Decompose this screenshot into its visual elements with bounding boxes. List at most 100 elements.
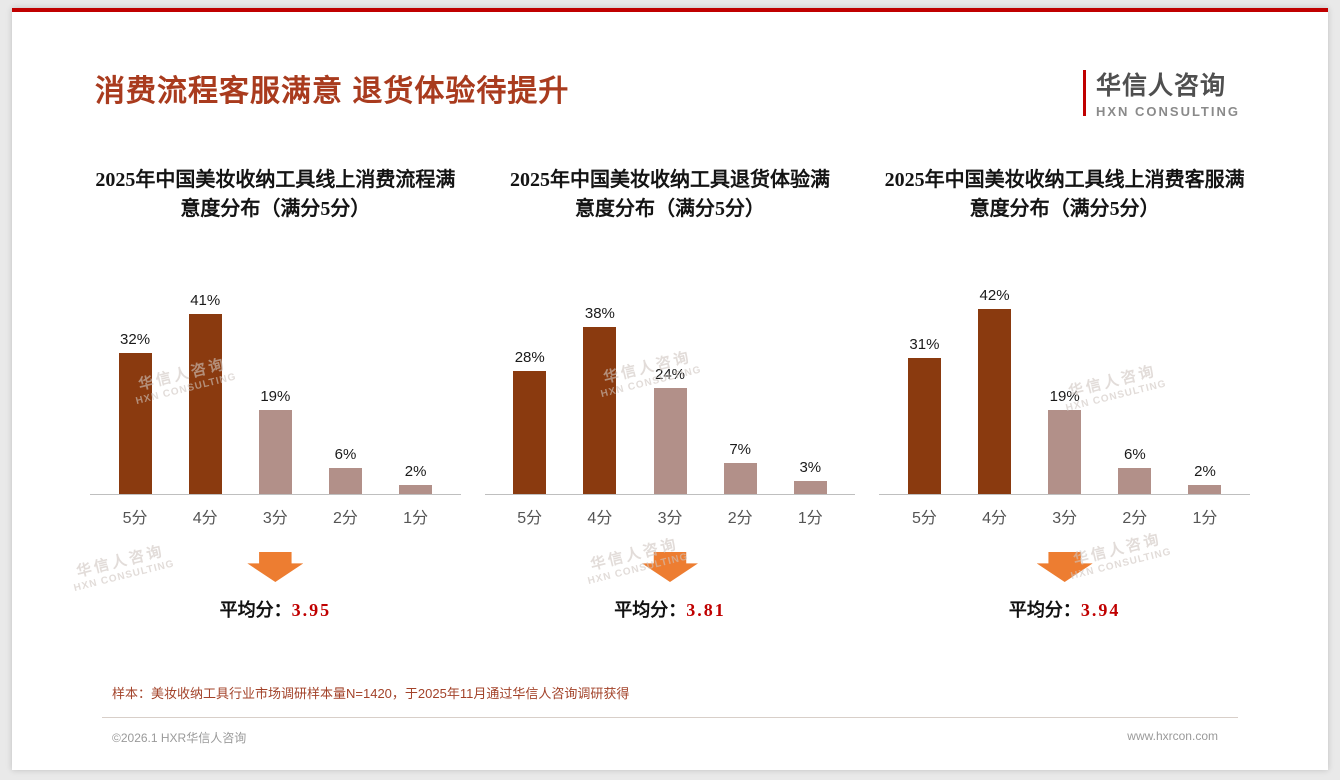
- average-value: 3.81: [686, 600, 726, 620]
- bar-group: 24%: [635, 366, 705, 494]
- copyright: ©2026.1 HXR华信人咨询: [112, 731, 247, 745]
- logo-subtitle: HXN CONSULTING: [1095, 104, 1240, 119]
- bar-group: 32%: [100, 331, 170, 494]
- x-axis-line: [90, 494, 461, 495]
- website: www.hxrcon.com: [1127, 729, 1218, 743]
- footer: ©2026.1 HXR华信人咨询 www.hxrcon.com: [112, 729, 1218, 746]
- category-label: 5分: [911, 510, 937, 527]
- slide: 消费流程客服满意 退货体验待提升 华信人咨询 HXN CONSULTING 20…: [12, 8, 1328, 770]
- plot: 31% 42% 19% 6% 2%: [879, 256, 1250, 494]
- bar-value-label: 24%: [655, 366, 686, 384]
- bar-group: 6%: [310, 446, 380, 494]
- chart-title: 2025年中国美妆收纳工具线上消费客服满意度分布（满分5分）: [884, 169, 1245, 220]
- categories: 5分 4分 3分 2分 1分: [90, 504, 461, 528]
- average-value: 3.94: [1080, 600, 1121, 620]
- average-score: 平均分：3.95: [220, 596, 332, 622]
- logo-accent-bar: [1082, 69, 1086, 116]
- bar-group: 19%: [240, 388, 310, 494]
- chart-customer-service: 2025年中国美妆收纳工具线上消费客服满意度分布（满分5分） 31% 42% 19%…: [879, 166, 1251, 622]
- bar-group: 41%: [170, 292, 240, 494]
- bar-value-label: 7%: [729, 441, 751, 459]
- down-arrow-icon: [1036, 552, 1093, 582]
- plot: 28% 38% 24% 7% 3%: [485, 256, 856, 494]
- bar-value-label: 19%: [1049, 388, 1080, 406]
- average-value: 3.95: [291, 600, 332, 620]
- average-label: 平均分：: [219, 600, 292, 620]
- down-arrow-icon: [642, 552, 698, 582]
- logo: 华信人咨询 HXN CONSULTING: [1082, 66, 1240, 119]
- bar: [653, 388, 687, 494]
- category-label: 2分: [1122, 510, 1148, 527]
- bar: [399, 485, 433, 494]
- x-axis-line: [879, 494, 1251, 495]
- bar: [1048, 410, 1082, 494]
- bar: [258, 410, 292, 494]
- category-label: 5分: [517, 510, 543, 527]
- bar: [188, 313, 222, 494]
- bar: [723, 463, 757, 494]
- bar: [118, 353, 152, 494]
- average-score: 平均分：3.81: [614, 596, 726, 622]
- bar-value-label: 19%: [260, 388, 291, 406]
- chart-return-experience: 2025年中国美妆收纳工具退货体验满意度分布（满分5分） 28% 38% 24% 7%…: [484, 166, 856, 622]
- bar-group: 2%: [1170, 463, 1240, 494]
- category-label: 1分: [797, 510, 823, 527]
- bar: [1188, 485, 1222, 494]
- bar-group: 7%: [705, 441, 775, 494]
- bar-group: 42%: [959, 287, 1029, 494]
- logo-text: 华信人咨询 HXN CONSULTING: [1096, 66, 1240, 119]
- bar: [907, 357, 941, 494]
- average-score: 平均分：3.94: [1009, 596, 1121, 622]
- category-label: 3分: [657, 510, 683, 527]
- category-label: 4分: [192, 510, 218, 527]
- bar-value-label: 2%: [404, 463, 427, 481]
- bar-group: 3%: [775, 459, 845, 494]
- bar-value-label: 31%: [909, 335, 940, 353]
- chart-title: 2025年中国美妆收纳工具退货体验满意度分布（满分5分）: [510, 169, 830, 220]
- bar: [1118, 467, 1152, 494]
- bar-value-label: 6%: [334, 445, 357, 463]
- bar-value-label: 2%: [1194, 463, 1216, 481]
- bar-group: 28%: [495, 349, 565, 494]
- bar-group: 31%: [889, 336, 959, 494]
- category-label: 1分: [403, 510, 429, 527]
- logo-name: 华信人咨询: [1095, 72, 1226, 100]
- charts-row: 2025年中国美妆收纳工具线上消费流程满意度分布（满分5分） 32% 41% 19%…: [90, 166, 1251, 622]
- plot: 32% 41% 19% 6% 2%: [90, 256, 461, 494]
- category-label: 5分: [122, 510, 148, 527]
- bar-value-label: 38%: [584, 304, 615, 322]
- page-title: 消费流程客服满意 退货体验待提升: [95, 75, 570, 108]
- down-arrow-icon: [247, 552, 304, 582]
- bar: [978, 309, 1012, 494]
- top-accent-line: [12, 8, 1328, 12]
- x-axis-line: [484, 494, 856, 495]
- bar: [513, 370, 547, 494]
- bar: [583, 326, 617, 494]
- category-label: 2分: [727, 510, 753, 527]
- bar-group: 2%: [381, 463, 451, 494]
- bar-value-label: 32%: [120, 331, 151, 349]
- average-label: 平均分：: [614, 600, 687, 620]
- category-label: 4分: [587, 510, 613, 527]
- category-label: 3分: [262, 510, 288, 527]
- category-label: 3分: [1052, 510, 1078, 527]
- bar-group: 19%: [1030, 388, 1100, 494]
- footnote: 样本：美妆收纳工具行业市场调研样本量N=1420，于2025年11月通过华信人咨…: [112, 686, 630, 701]
- bar: [793, 480, 827, 494]
- category-label: 4分: [982, 510, 1007, 527]
- bar-group: 38%: [565, 305, 635, 494]
- chart-consumption-flow: 2025年中国美妆收纳工具线上消费流程满意度分布（满分5分） 32% 41% 19%…: [90, 166, 461, 622]
- categories: 5分 4分 3分 2分 1分: [879, 504, 1250, 528]
- bar: [328, 467, 362, 494]
- bar-value-label: 6%: [1123, 445, 1146, 463]
- bar-value-label: 42%: [979, 287, 1010, 305]
- categories: 5分 4分 3分 2分 1分: [485, 504, 856, 528]
- bar-value-label: 3%: [799, 458, 822, 476]
- footer-divider: [102, 717, 1238, 718]
- category-label: 2分: [333, 510, 358, 527]
- bar-value-label: 28%: [514, 348, 545, 366]
- category-label: 1分: [1192, 510, 1218, 527]
- chart-title: 2025年中国美妆收纳工具线上消费流程满意度分布（满分5分）: [95, 169, 456, 220]
- bar-value-label: 41%: [190, 291, 221, 309]
- average-label: 平均分：: [1008, 600, 1081, 620]
